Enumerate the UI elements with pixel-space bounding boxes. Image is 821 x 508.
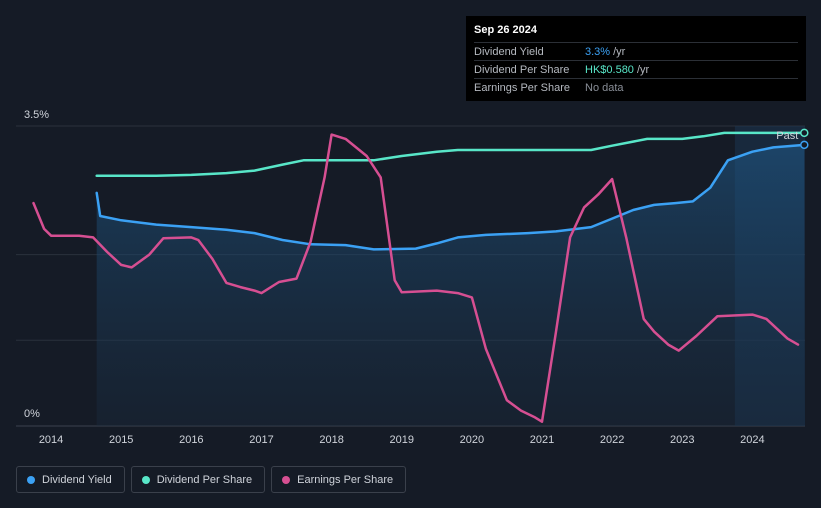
x-tick-label: 2021: [530, 434, 554, 446]
x-tick-label: 2023: [670, 434, 694, 446]
tooltip-row-earnings-per-share: Earnings Per Share No data: [474, 78, 798, 96]
dividend-yield-line: [95, 143, 806, 251]
tooltip: Sep 26 2024 Dividend Yield 3.3% /yr Divi…: [466, 16, 806, 101]
legend-item-earnings-per-share[interactable]: Earnings Per Share: [271, 466, 407, 493]
x-tick-label: 2017: [249, 434, 273, 446]
legend: Dividend Yield Dividend Per Share Earnin…: [16, 466, 412, 493]
x-tick-label: 2016: [179, 434, 203, 446]
x-tick-label: 2019: [389, 434, 413, 446]
x-tick-label: 2014: [39, 434, 63, 446]
past-label: Past: [776, 130, 798, 142]
legend-label: Earnings Per Share: [297, 473, 394, 486]
x-tick-label: 2022: [600, 434, 624, 446]
series-lines: [32, 131, 806, 423]
y-tick-label: 3.5%: [24, 109, 49, 121]
tooltip-unit: /yr: [636, 63, 650, 76]
tooltip-value: No data: [585, 81, 624, 94]
dividend-per-share-end-marker: [800, 128, 809, 138]
tooltip-unit: /yr: [613, 45, 626, 58]
x-tick-label: 2024: [740, 434, 764, 446]
tooltip-label: Dividend Yield: [474, 45, 544, 58]
axis-ticks: 3.5% 0% 2014 2015 2016 2017 2018 2019 2020 2021 20…: [24, 109, 765, 446]
dividend-yield-end-marker: [800, 140, 809, 150]
legend-item-dividend-per-share[interactable]: Dividend Per Share: [130, 466, 266, 493]
tooltip-row-dividend-per-share: Dividend Per Share HK$0.580 /yr: [474, 60, 798, 78]
tooltip-value: HK$0.580: [585, 63, 634, 76]
legend-dot-icon: [282, 475, 291, 484]
tooltip-label: Dividend Per Share: [474, 63, 570, 76]
tooltip-row-dividend-yield: Dividend Yield 3.3% /yr: [474, 42, 798, 60]
dividend-yield-area: [96, 144, 805, 426]
earnings-per-share-line: [32, 133, 800, 423]
tooltip-value: 3.3%: [585, 45, 611, 58]
legend-label: Dividend Per Share: [156, 473, 253, 486]
dividend-per-share-line: [95, 131, 806, 177]
tooltip-date: Sep 26 2024: [474, 24, 537, 36]
tooltip-label: Earnings Per Share: [474, 81, 570, 94]
area-fills: [96, 144, 805, 426]
legend-label: Dividend Yield: [42, 473, 112, 486]
legend-item-dividend-yield[interactable]: Dividend Yield: [16, 466, 125, 493]
legend-dot-icon: [141, 475, 150, 484]
x-tick-label: 2015: [109, 434, 133, 446]
legend-dot-icon: [27, 475, 35, 484]
x-tick-label: 2018: [319, 434, 343, 446]
y-tick-label: 0%: [24, 408, 40, 420]
series-markers: [800, 128, 809, 150]
x-tick-label: 2020: [460, 434, 484, 446]
